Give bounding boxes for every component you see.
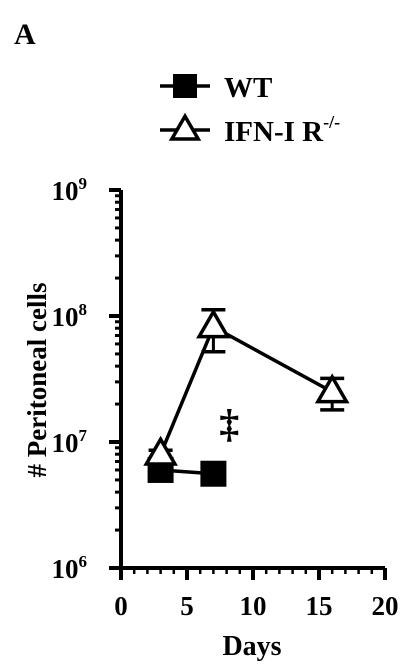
legend-item-2: IFN-I R-/- [160, 112, 340, 148]
annotations: ‡ [219, 401, 239, 446]
legend-label: WT [224, 72, 272, 104]
x-axis-label: Days [222, 631, 281, 662]
data-point [143, 435, 178, 466]
series-group [143, 308, 350, 487]
significance-marker: ‡ [219, 401, 239, 446]
y-tick-label: 109 [52, 174, 88, 206]
data-point [200, 460, 227, 487]
x-tick-label: 10 [240, 591, 267, 621]
panel-label: A [14, 18, 36, 51]
legend: WT IFN-I R-/- [160, 72, 340, 148]
legend-marker [173, 74, 197, 98]
x-tick-label: 0 [114, 591, 128, 621]
x-tick-label: 15 [306, 591, 333, 621]
legend-item-1: WT [160, 72, 272, 104]
y-ticks: 106 107 108 109 [52, 174, 121, 584]
chart-axes [119, 190, 385, 570]
y-tick-label: 108 [52, 300, 88, 332]
series-2 [143, 308, 350, 466]
y-tick-label: 107 [52, 426, 88, 458]
data-point [196, 308, 231, 339]
y-axis-label: # Peritoneal cells [22, 283, 52, 478]
x-tick-label: 20 [372, 591, 399, 621]
x-tick-label: 5 [180, 591, 194, 621]
y-tick-label: 106 [52, 552, 88, 584]
legend-marker [168, 112, 202, 141]
x-ticks: 0 5 10 15 20 [114, 568, 399, 621]
legend-label: IFN-I R-/- [224, 112, 340, 148]
series-line [158, 324, 334, 455]
data-point [314, 373, 350, 404]
